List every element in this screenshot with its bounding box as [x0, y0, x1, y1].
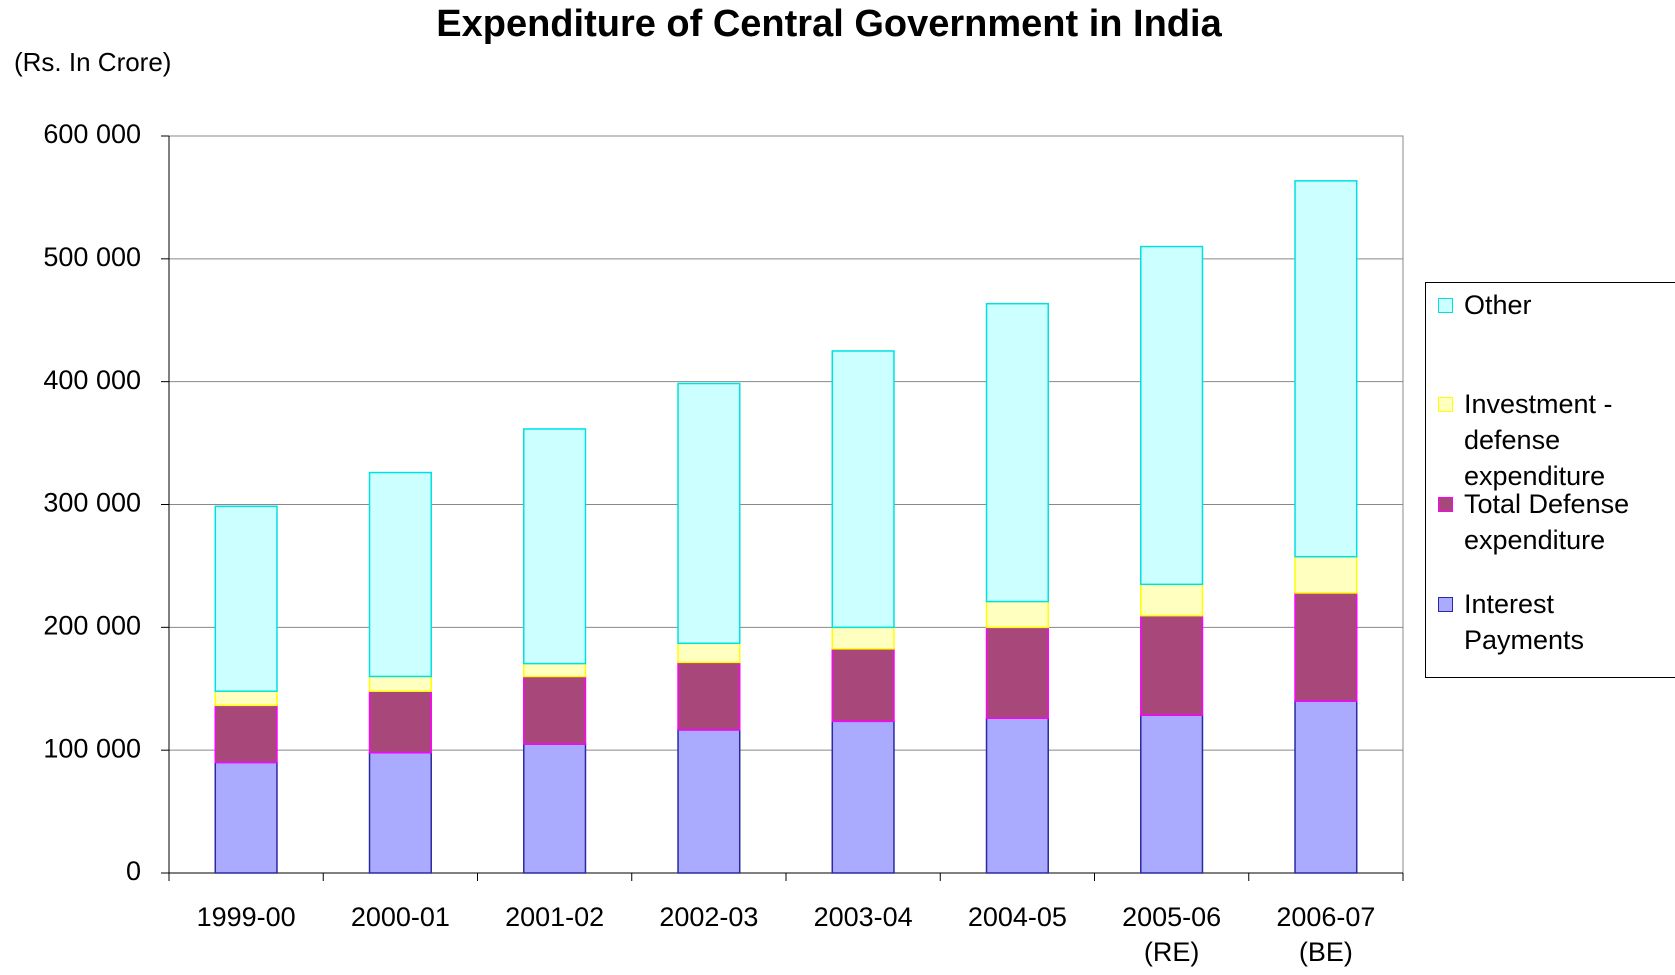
bar-segment	[1294, 180, 1358, 558]
bar-segment	[831, 720, 895, 874]
bar-segment	[214, 505, 278, 692]
bar-segment	[523, 675, 587, 745]
y-tick-label: 100 000	[43, 733, 141, 763]
legend: Other Investment - defense expenditure Tot…	[1425, 282, 1675, 678]
legend-label: Investment - defense expenditure	[1464, 389, 1613, 491]
chart-title: Expenditure of Central Government in Ind…	[436, 3, 1222, 45]
y-tick-label: 400 000	[43, 365, 141, 395]
bar-segment	[1294, 592, 1358, 702]
x-tick-label: 2006-07 (BE)	[1276, 902, 1376, 967]
bar-segment	[1140, 714, 1204, 874]
bar-segment	[368, 690, 432, 754]
bar-segment	[1140, 245, 1204, 586]
y-tick-label: 300 000	[43, 488, 141, 518]
bar-segment	[831, 626, 895, 650]
bar-segment	[677, 729, 741, 874]
legend-swatch	[1438, 397, 1453, 412]
legend-label: Interest Payments	[1464, 589, 1585, 655]
bar-segment	[985, 302, 1049, 603]
bar-segment	[214, 690, 278, 707]
bar-segment	[214, 704, 278, 764]
x-tick-label: 1999-00	[196, 902, 296, 932]
legend-label: Other	[1464, 290, 1532, 320]
x-tick-label: 2000-01	[350, 902, 450, 932]
bar-segment	[1140, 583, 1204, 617]
y-axis-label: (Rs. In Crore)	[14, 47, 171, 77]
bar-segment	[368, 751, 432, 874]
bar-segment	[368, 471, 432, 678]
bar-segment	[677, 642, 741, 664]
y-tick-label: 500 000	[43, 242, 141, 272]
x-tick-label: 2005-06 (RE)	[1122, 902, 1222, 967]
legend-swatch	[1438, 497, 1453, 512]
bar-segment	[523, 662, 587, 678]
bar-segment	[523, 428, 587, 665]
bar-segment	[1294, 555, 1358, 594]
bar-segment	[523, 743, 587, 874]
y-tick-label: 0	[126, 856, 141, 886]
x-tick-label: 2001-02	[505, 902, 605, 932]
bar-segment	[1294, 700, 1358, 874]
bar-segment	[985, 717, 1049, 874]
y-tick-label: 600 000	[43, 119, 141, 149]
bar-segment	[214, 761, 278, 874]
bar-segment	[985, 626, 1049, 719]
bar-segment	[1140, 614, 1204, 716]
x-tick-label: 2004-05	[967, 902, 1067, 932]
x-tick-label: 2002-03	[659, 902, 759, 932]
legend-swatch	[1438, 298, 1453, 313]
bar-segment	[677, 382, 741, 645]
x-tick-label: 2003-04	[813, 902, 913, 932]
bar-segment	[985, 600, 1049, 629]
legend-label: Total Defense expenditure	[1464, 489, 1630, 555]
bar-segment	[831, 350, 895, 629]
bar-segment	[831, 648, 895, 723]
y-tick-label: 200 000	[43, 610, 141, 640]
legend-swatch	[1438, 597, 1453, 612]
bar-segment	[677, 661, 741, 731]
bar-segment	[368, 675, 432, 692]
